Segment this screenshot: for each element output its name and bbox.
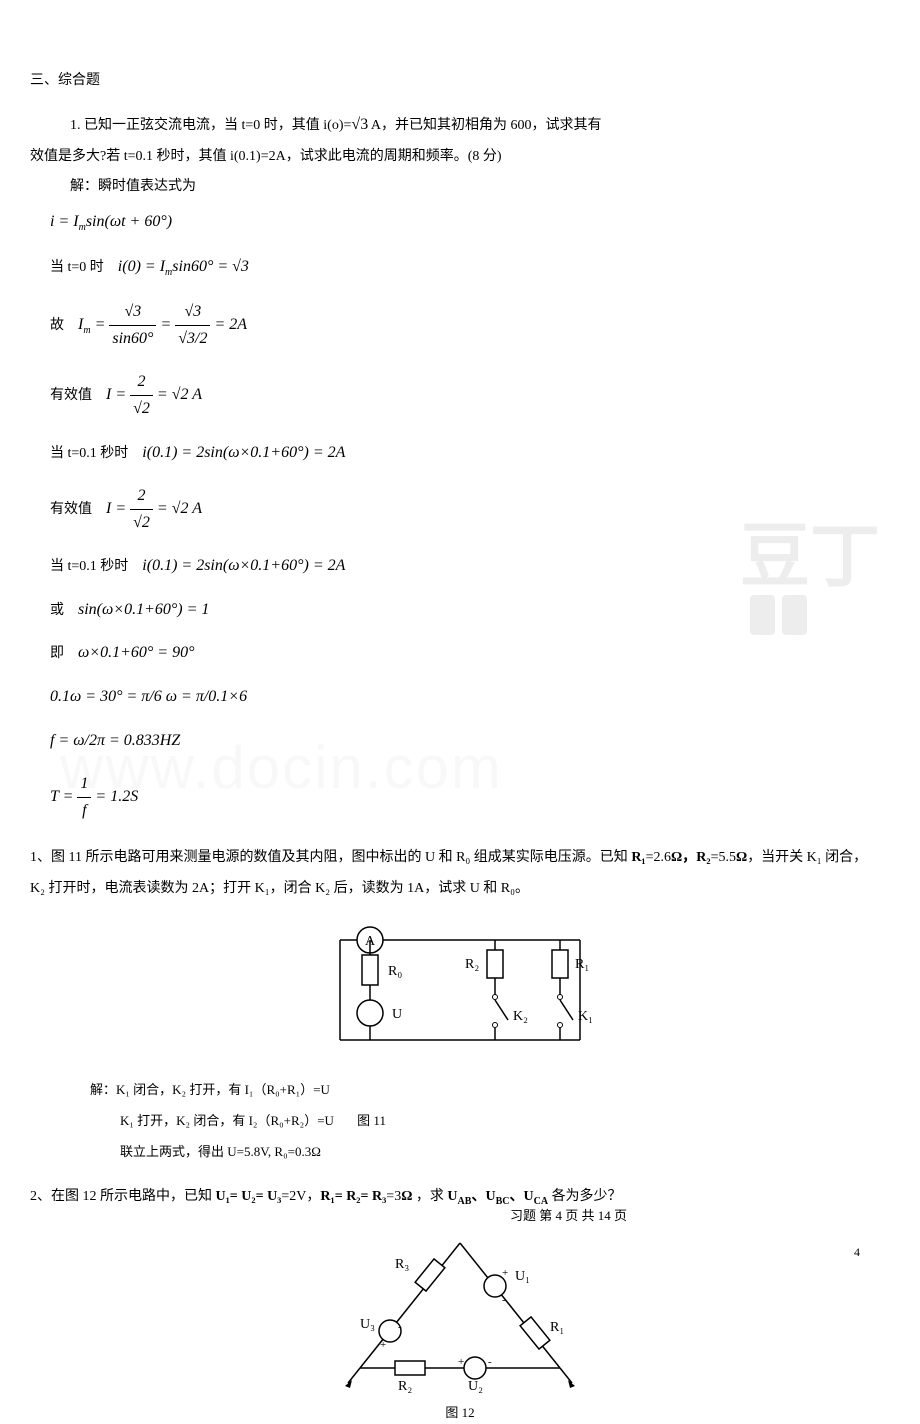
problem1-line1: 1. 已知一正弦交流电流，当 t=0 时，其值 i(o)=√3 A，并已知其初相…: [70, 112, 890, 138]
svg-text:R₂: R₂: [398, 1379, 412, 1394]
p1-t1: 1. 已知一正弦交流电流，当 t=0 时，其值 i(o)=: [70, 118, 351, 133]
svg-text:+: +: [380, 1339, 386, 1351]
svg-text:+: +: [502, 1267, 508, 1279]
eq2: 当 t=0 时 i(0) = Imsin60° = √3: [50, 254, 890, 281]
problem1-line2: 效值是多大?若 t=0.1 秒时，其值 i(0.1)=2A，试求此电流的周期和频…: [30, 146, 890, 168]
svg-text:R₁: R₁: [575, 957, 589, 972]
eq8: 或 sin(ω×0.1+60°) = 1: [50, 597, 890, 623]
eq7: 当 t=0.1 秒时 i(0.1) = 2sin(ω×0.1+60°) = 2A: [50, 553, 890, 579]
figure-12: R₃ U₁ + - U₃ - + R₁ R₂ U₂ + - 图 12: [30, 1228, 890, 1424]
svg-text:U₃: U₃: [360, 1317, 375, 1332]
svg-text:U: U: [392, 1007, 402, 1022]
svg-text:-: -: [488, 1356, 492, 1368]
eq4: 有效值 I = 2√2 = √2 A: [50, 369, 890, 421]
c1-sol-line3: 联立上两式，得出 U=5.8V, R₀=0.3Ω: [120, 1142, 890, 1163]
svg-text:K₂: K₂: [513, 1009, 528, 1024]
fig12-caption: 图 12: [30, 1403, 890, 1424]
p1-sqrt: √3: [351, 116, 368, 133]
problem-circuit1: 1、图 11 所示电路可用来测量电源的数值及其内阻，图中标出的 U 和 R₀ 组…: [30, 843, 890, 905]
svg-text:-: -: [502, 1294, 506, 1306]
svg-text:U₁: U₁: [515, 1269, 530, 1284]
eq9: 即 ω×0.1+60° = 90°: [50, 640, 890, 666]
eq5: 当 t=0.1 秒时 i(0.1) = 2sin(ω×0.1+60°) = 2A: [50, 440, 890, 466]
svg-text:R₀: R₀: [388, 964, 402, 979]
figure-11: A R₀ U R₂ K₂ R₁ K₁: [30, 920, 890, 1070]
eq3: 故 Im = √3sin60° = √3√3/2 = 2A: [50, 299, 890, 351]
eq11: f = ω/2π = 0.833HZ: [50, 728, 890, 754]
c1-sol-line1: 解：K₁ 闭合，K₂ 打开，有 I₁（R₀+R₁）=U: [90, 1080, 890, 1101]
problem-circuit2: 2、在图 12 所示电路中，已知 U₁= U₂= U₃=2V，R₁= R₂= R…: [30, 1182, 890, 1213]
svg-text:R₁: R₁: [550, 1320, 564, 1335]
solution-label: 解：瞬时值表达式为: [70, 176, 890, 198]
eq10: 0.1ω = 30° = π/6 ω = π/0.1×6: [50, 684, 890, 710]
svg-text:+: +: [458, 1356, 464, 1368]
svg-text:U₂: U₂: [468, 1379, 483, 1394]
svg-text:-: -: [398, 1321, 402, 1333]
eq6: 有效值 I = 2√2 = √2 A: [50, 483, 890, 535]
p1-t1b: A，并已知其初相角为 600，试求其有: [368, 118, 601, 133]
eq12: T = 1f = 1.2S: [50, 771, 890, 823]
c1-sol-line2: K₁ 打开，K₂ 闭合，有 I₂（R₀+R₂）=U 图 11: [120, 1111, 890, 1132]
eq1: i = Imsin(ωt + 60°): [50, 209, 890, 236]
svg-text:R₂: R₂: [465, 957, 479, 972]
section-title: 三、综合题: [30, 70, 890, 92]
svg-text:R₃: R₃: [395, 1257, 409, 1272]
